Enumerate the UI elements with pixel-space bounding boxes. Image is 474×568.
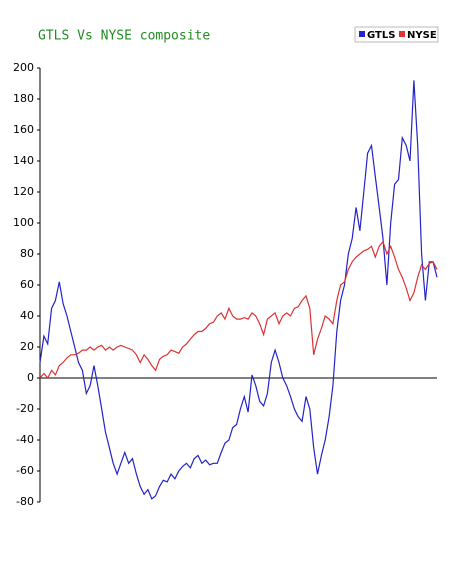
y-tick-label: 140: [13, 154, 34, 167]
y-tick-label: 120: [13, 185, 34, 198]
y-tick-label: 80: [20, 247, 34, 260]
legend-label: GTLS: [367, 30, 395, 41]
legend-swatch: [399, 31, 405, 37]
series-line: [39, 80, 438, 500]
y-tick-label: 60: [20, 278, 34, 291]
y-tick-label: -80: [16, 495, 34, 508]
legend-label: NYSE: [407, 30, 437, 41]
legend-swatch: [359, 31, 365, 37]
chart-title: GTLS Vs NYSE composite: [38, 29, 210, 44]
y-tick-label: -20: [16, 402, 34, 415]
y-tick-label: 100: [13, 216, 34, 229]
y-tick-label: 0: [27, 371, 34, 384]
series-line: [39, 240, 438, 380]
legend-box: [354, 26, 439, 43]
y-tick-label: 200: [13, 61, 34, 74]
y-tick-label: 40: [20, 309, 34, 322]
y-tick-label: -60: [16, 464, 34, 477]
y-tick-label: 160: [13, 123, 34, 136]
y-tick-label: 20: [20, 340, 34, 353]
y-tick-label: 180: [13, 92, 34, 105]
y-tick-label: -40: [16, 433, 34, 446]
